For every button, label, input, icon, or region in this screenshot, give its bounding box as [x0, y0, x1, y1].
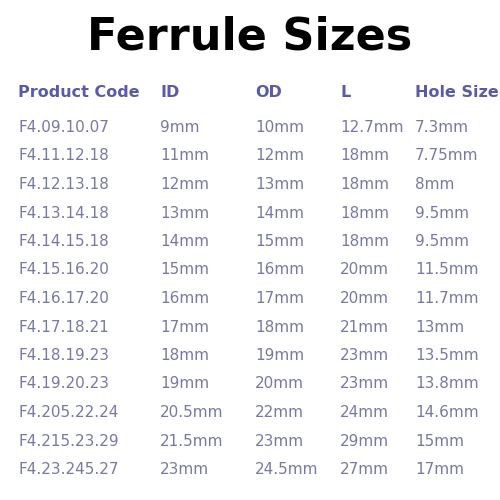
Text: 10mm: 10mm	[255, 120, 304, 135]
Text: 12mm: 12mm	[160, 177, 209, 192]
Text: F4.17.18.21: F4.17.18.21	[18, 320, 109, 334]
Text: 20mm: 20mm	[340, 262, 389, 278]
Text: OD: OD	[255, 85, 282, 100]
Text: 24.5mm: 24.5mm	[255, 462, 318, 477]
Text: 9.5mm: 9.5mm	[415, 206, 469, 220]
Text: 20mm: 20mm	[340, 291, 389, 306]
Text: Ferrule Sizes: Ferrule Sizes	[88, 15, 412, 58]
Text: 18mm: 18mm	[340, 177, 389, 192]
Text: 13mm: 13mm	[255, 177, 304, 192]
Text: 13.8mm: 13.8mm	[415, 376, 478, 392]
Text: 20mm: 20mm	[255, 376, 304, 392]
Text: 9.5mm: 9.5mm	[415, 234, 469, 249]
Text: ID: ID	[160, 85, 180, 100]
Text: 23mm: 23mm	[340, 348, 389, 363]
Text: F4.215.23.29: F4.215.23.29	[18, 434, 118, 448]
Text: 12.7mm: 12.7mm	[340, 120, 404, 135]
Text: 13mm: 13mm	[415, 320, 464, 334]
Text: 15mm: 15mm	[415, 434, 464, 448]
Text: L: L	[340, 85, 350, 100]
Text: 17mm: 17mm	[160, 320, 209, 334]
Text: F4.13.14.18: F4.13.14.18	[18, 206, 109, 220]
Text: F4.15.16.20: F4.15.16.20	[18, 262, 109, 278]
Text: 21mm: 21mm	[340, 320, 389, 334]
Text: 11.5mm: 11.5mm	[415, 262, 478, 278]
Text: 14mm: 14mm	[160, 234, 209, 249]
Text: F4.16.17.20: F4.16.17.20	[18, 291, 109, 306]
Text: 22mm: 22mm	[255, 405, 304, 420]
Text: 18mm: 18mm	[340, 234, 389, 249]
Text: 19mm: 19mm	[160, 376, 209, 392]
Text: F4.14.15.18: F4.14.15.18	[18, 234, 109, 249]
Text: 18mm: 18mm	[340, 148, 389, 164]
Text: 19mm: 19mm	[255, 348, 304, 363]
Text: 9mm: 9mm	[160, 120, 200, 135]
Text: 24mm: 24mm	[340, 405, 389, 420]
Text: 13mm: 13mm	[160, 206, 209, 220]
Text: Product Code: Product Code	[18, 85, 140, 100]
Text: 23mm: 23mm	[340, 376, 389, 392]
Text: 23mm: 23mm	[160, 462, 209, 477]
Text: 16mm: 16mm	[160, 291, 209, 306]
Text: F4.205.22.24: F4.205.22.24	[18, 405, 118, 420]
Text: 12mm: 12mm	[255, 148, 304, 164]
Text: 17mm: 17mm	[255, 291, 304, 306]
Text: F4.23.245.27: F4.23.245.27	[18, 462, 118, 477]
Text: F4.09.10.07: F4.09.10.07	[18, 120, 109, 135]
Text: 7.3mm: 7.3mm	[415, 120, 469, 135]
Text: 15mm: 15mm	[160, 262, 209, 278]
Text: 15mm: 15mm	[255, 234, 304, 249]
Text: 18mm: 18mm	[160, 348, 209, 363]
Text: 11.7mm: 11.7mm	[415, 291, 478, 306]
Text: 27mm: 27mm	[340, 462, 389, 477]
Text: F4.18.19.23: F4.18.19.23	[18, 348, 109, 363]
Text: 18mm: 18mm	[340, 206, 389, 220]
Text: F4.11.12.18: F4.11.12.18	[18, 148, 109, 164]
Text: 13.5mm: 13.5mm	[415, 348, 478, 363]
Text: 16mm: 16mm	[255, 262, 304, 278]
Text: 21.5mm: 21.5mm	[160, 434, 224, 448]
Text: 7.75mm: 7.75mm	[415, 148, 478, 164]
Text: 29mm: 29mm	[340, 434, 389, 448]
Text: F4.19.20.23: F4.19.20.23	[18, 376, 109, 392]
Text: 11mm: 11mm	[160, 148, 209, 164]
Text: 18mm: 18mm	[255, 320, 304, 334]
Text: 8mm: 8mm	[415, 177, 455, 192]
Text: 14.6mm: 14.6mm	[415, 405, 478, 420]
Text: F4.12.13.18: F4.12.13.18	[18, 177, 109, 192]
Text: 20.5mm: 20.5mm	[160, 405, 224, 420]
Text: 17mm: 17mm	[415, 462, 464, 477]
Text: Hole Size: Hole Size	[415, 85, 499, 100]
Text: 14mm: 14mm	[255, 206, 304, 220]
Text: 23mm: 23mm	[255, 434, 304, 448]
